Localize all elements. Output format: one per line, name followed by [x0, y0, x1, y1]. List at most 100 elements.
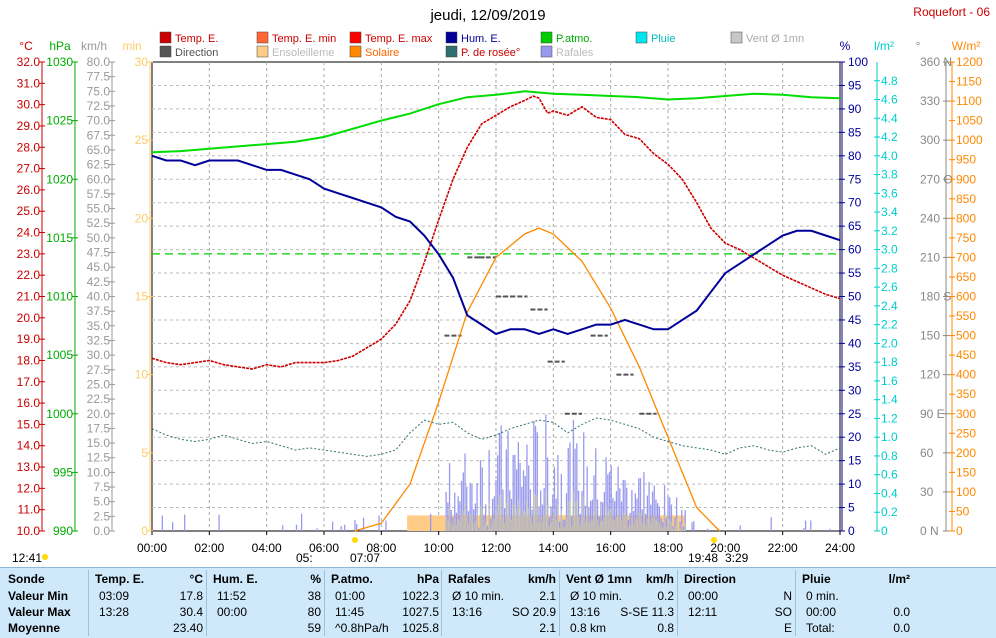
wind_kmh-tick-label: 5.0	[93, 495, 110, 509]
humidity_pct-tick-label: 50	[848, 290, 862, 304]
x-tick-label: 12:00	[481, 541, 511, 555]
summary-cell-time: 00:00	[806, 605, 837, 619]
direction_deg-tick-label: 330	[920, 94, 940, 108]
summary-cell-time: Ø 10 min.	[570, 589, 623, 603]
wind_kmh-tick-label: 7.5	[93, 480, 110, 494]
summary-col-unit: km/h	[527, 572, 556, 586]
pressure_hpa-tick-label: 1030	[46, 55, 73, 69]
summary-cell-time: 11:45	[335, 605, 365, 619]
humidity_pct-tick-label: 55	[848, 266, 862, 280]
legend-label: Pluie	[651, 33, 675, 45]
minutes-tick-label: 15	[135, 290, 149, 304]
pressure-line	[151, 90, 841, 154]
summary-row-label: Valeur Min	[8, 589, 69, 603]
summary-cell-value: 0.0	[893, 605, 910, 619]
sunset-icon	[711, 537, 717, 543]
rain_lm2-tick-label: 2.4	[881, 299, 898, 313]
rain_lm2-tick-label: 4.2	[881, 130, 898, 144]
minutes-tick-label: 25	[135, 133, 149, 147]
solar_wm2-tick-label: 450	[956, 348, 976, 362]
solar_wm2-tick-label: 1150	[956, 75, 982, 89]
solar_wm2-tick-label: 0	[956, 524, 963, 538]
direction_deg-tick-label: 150	[920, 329, 940, 343]
temp_c-tick-label: 26.0	[17, 183, 41, 197]
pressure_hpa-tick-label: 1015	[46, 231, 73, 245]
rain_lm2-tick-label: 1.2	[881, 411, 898, 425]
wind_kmh-tick-label: 20.0	[87, 407, 111, 421]
summary-table: Sonde Temp. E. °C Hum. E.% P.atmo. hPa Rafales…	[0, 567, 996, 638]
daylength-label: 12:41	[12, 551, 42, 565]
humidity_pct-tick-label: 25	[848, 407, 862, 421]
summary-cell-value: 1022.3	[402, 589, 439, 603]
rain-unit: l/m²	[874, 39, 894, 53]
humidity_pct-tick-label: 40	[848, 336, 862, 350]
humidity_pct-tick-label: 45	[848, 313, 862, 327]
x-tick-label: 20:00	[710, 541, 740, 555]
temp-unit: °C	[19, 39, 33, 53]
summary-cell-time: Total:	[806, 621, 835, 635]
direction-unit: °	[916, 39, 921, 53]
legend-label: Temp. E. min	[272, 33, 336, 45]
rain_lm2-tick-label: 0	[881, 524, 888, 538]
summary-cell-time: ^0.8hPa/h	[335, 621, 389, 635]
legend-label: Solaire	[365, 47, 399, 59]
temp_c-tick-label: 31.0	[17, 76, 41, 90]
rain_lm2-tick-label: 4.4	[881, 111, 898, 125]
temp_c-tick-label: 32.0	[17, 55, 41, 69]
moonset-label: 05:	[296, 551, 313, 565]
wind_kmh-tick-label: 57.5	[87, 187, 111, 201]
temp_c-tick-label: 30.0	[17, 98, 41, 112]
summary-col-unit: km/h	[645, 572, 674, 586]
legend-label: Hum. E.	[461, 33, 501, 45]
solar_wm2-tick-label: 50	[956, 504, 970, 518]
solar_wm2-tick-label: 250	[956, 426, 976, 440]
solar_wm2-tick-label: 350	[956, 387, 976, 401]
wind_kmh-tick-label: 67.5	[87, 128, 111, 142]
solar_wm2-tick-label: 800	[956, 211, 976, 225]
summary-cell-value: 0.8	[657, 621, 674, 635]
wind_kmh-tick-label: 15.0	[87, 436, 111, 450]
summary-cell-time: 01:00	[335, 589, 366, 603]
rain_lm2-tick-label: 0.8	[881, 449, 898, 463]
summary-cell-time: 13:16	[452, 605, 483, 619]
summary-col-title: P.atmo.	[331, 572, 373, 586]
summary-cell-value: 1025.8	[402, 621, 439, 635]
summary-col-title: Temp. E.	[95, 572, 145, 586]
summary-cell-time: 00:00	[688, 589, 719, 603]
summary-cell-time: 12:11	[688, 605, 718, 619]
wind_kmh-tick-label: 80.0	[87, 55, 111, 69]
direction_deg-tick-label: 180 S	[920, 290, 951, 304]
rain_lm2-tick-label: 0.6	[881, 468, 898, 482]
solar_wm2-tick-label: 750	[956, 231, 976, 245]
sun-times: 12:41 05: 07:07 19:48 3:29	[12, 551, 749, 565]
solar_wm2-tick-label: 950	[956, 153, 976, 167]
summary-col-title: Pluie	[802, 572, 831, 586]
legend-label: Vent Ø 1mn	[746, 33, 804, 45]
summary-col-title: Sonde	[8, 572, 45, 586]
summary-col-title: Rafales	[448, 572, 491, 586]
legend-label: Temp. E.	[175, 33, 218, 45]
humidity_pct-tick-label: 75	[848, 172, 862, 186]
humidity_pct-tick-label: 80	[848, 149, 862, 163]
solar_wm2-tick-label: 650	[956, 270, 976, 284]
wind_kmh-tick-label: 60.0	[87, 172, 111, 186]
summary-cell-value: SO	[774, 605, 792, 619]
wind_kmh-tick-label: 70.0	[87, 114, 111, 128]
wind_kmh-tick-label: 37.5	[87, 304, 111, 318]
wind_kmh-tick-label: 40.0	[87, 290, 111, 304]
rain_lm2-tick-label: 2.6	[881, 280, 898, 294]
direction_deg-tick-label: 60	[920, 446, 934, 460]
humidity_pct-tick-label: 100	[848, 55, 868, 69]
temp_c-tick-label: 13.0	[17, 460, 41, 474]
solar_wm2-tick-label: 400	[956, 368, 976, 382]
rain_lm2-tick-label: 2.2	[881, 318, 898, 332]
axes: 10.0 11.0 12.0 13.0 14.0 15.0 16.0 17.0 18.0 19.0…	[17, 55, 983, 555]
temp_c-tick-label: 18.0	[17, 353, 41, 367]
humidity_pct-tick-label: 65	[848, 219, 862, 233]
rain_lm2-tick-label: 1.4	[881, 393, 898, 407]
summary-cell-value: 2.1	[539, 621, 556, 635]
summary-separator	[677, 570, 678, 636]
direction_deg-tick-label: 360 N	[920, 55, 952, 69]
rain_lm2-tick-label: 3.0	[881, 243, 898, 257]
summary-cell-value: 2.1	[539, 589, 556, 603]
